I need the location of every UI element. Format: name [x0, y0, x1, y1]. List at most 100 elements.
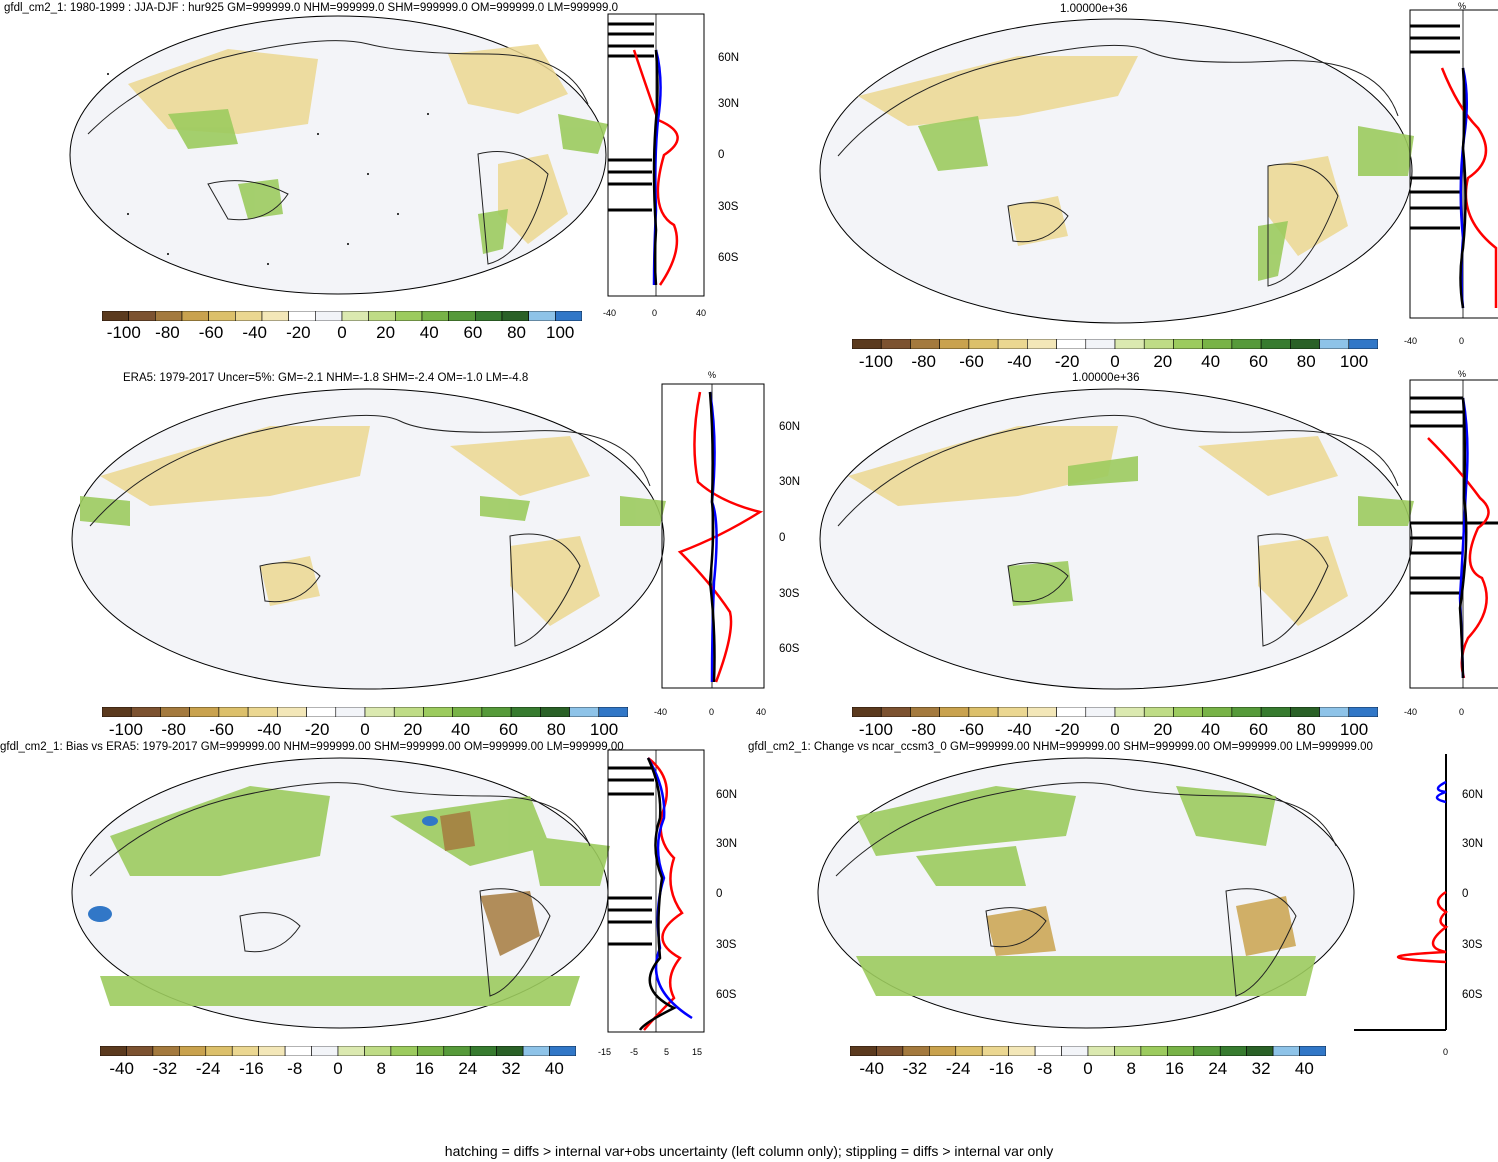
colorbar-swatch: [880, 707, 911, 717]
colorbar-swatch: [1173, 707, 1203, 717]
colorbar-swatch: [448, 311, 476, 321]
lat-tick-label: 0: [718, 149, 725, 161]
colorbar-swatch: [955, 1046, 983, 1056]
colorbar-tick-label: -100: [858, 352, 893, 371]
colorbar-swatch: [1246, 1046, 1274, 1056]
colorbar-swatch: [1087, 1046, 1115, 1056]
colorbar-tick-label: -100: [858, 720, 893, 739]
colorbar-tick-label: -60: [959, 352, 984, 371]
colorbar-swatch: [443, 1046, 471, 1056]
colorbar-bottom-right: [850, 1046, 1326, 1056]
colorbar-swatch: [1085, 707, 1116, 717]
colorbar-tick-label: 20: [376, 323, 396, 342]
colorbar-swatch: [939, 339, 970, 349]
colorbar-tick-label: 60: [1248, 720, 1268, 739]
colorbar-swatch: [968, 339, 999, 349]
zonal-xtick-label: 40: [756, 707, 767, 717]
colorbar-swatch: [981, 1046, 1009, 1056]
colorbar-tick-label: 0: [337, 323, 347, 342]
colorbar-tick-label: -32: [152, 1059, 178, 1078]
colorbar-tick-label: 20: [1153, 720, 1173, 739]
colorbar-swatch: [852, 339, 882, 349]
lat-tick-label: 30S: [779, 588, 800, 600]
colorbar-tick-label: 0: [1110, 720, 1120, 739]
colorbar-swatch: [423, 707, 453, 717]
colorbar-swatch: [1027, 339, 1057, 349]
colorbar-swatch: [1140, 1046, 1168, 1056]
colorbar-tick-label: -40: [859, 1059, 884, 1078]
colorbar-tick-label: 24: [458, 1059, 478, 1078]
colorbar-swatch: [247, 707, 278, 717]
colorbar-swatch: [598, 707, 628, 717]
colorbar-tick-label: -40: [1007, 720, 1032, 739]
zonal-units-label: %: [708, 370, 717, 380]
colorbar-swatch: [102, 707, 132, 717]
colorbar-swatch: [1231, 339, 1262, 349]
colorbar-swatch: [1143, 707, 1174, 717]
colorbar-swatch: [100, 1046, 127, 1056]
colorbar-swatch: [850, 1046, 877, 1056]
lat-tick-label: 30N: [718, 98, 740, 110]
zonal-xtick-label: 0: [652, 308, 658, 318]
colorbar-swatch: [417, 1046, 445, 1056]
colorbar-swatch: [102, 311, 129, 321]
colorbar-tick-label: 16: [1165, 1059, 1184, 1078]
colorbar-swatch: [1272, 1046, 1300, 1056]
colorbar-swatch: [540, 707, 570, 717]
zonal-xtick-label: -40: [1404, 336, 1418, 346]
colorbar-tick-label: 40: [544, 1059, 564, 1078]
zonal-xtick-label: -5: [630, 1047, 639, 1057]
colorbar-swatch: [364, 707, 395, 717]
colorbar-swatch: [1319, 707, 1350, 717]
panel-title-top-right: 1.00000e+36: [1060, 3, 1128, 15]
zonal-xtick-label: -40: [654, 707, 668, 717]
colorbar-tick-label: -24: [195, 1059, 221, 1078]
colorbar-tick-label: 16: [415, 1059, 434, 1078]
colorbar-swatch: [288, 311, 316, 321]
zonal-xtick-label: -40: [603, 308, 617, 318]
colorbar-tick-label: -80: [911, 352, 937, 371]
zonal-mean-plot-top-right: [1409, 9, 1498, 319]
colorbar-tick-label: -80: [161, 720, 187, 739]
colorbar-tick-label: -20: [1054, 720, 1080, 739]
colorbar-tick-label: 80: [1296, 352, 1316, 371]
colorbar-tick-label: -100: [108, 720, 143, 739]
colorbar-swatch: [1114, 339, 1145, 349]
colorbar-swatch: [528, 311, 556, 321]
colorbar-swatch: [306, 707, 337, 717]
colorbar-swatch: [452, 707, 483, 717]
zonal-mean-plot-bottom-right: [1354, 754, 1449, 1031]
colorbar-bottom-left: [100, 1046, 576, 1056]
colorbar-swatch: [218, 707, 249, 717]
zonal-mean-plot-bottom-left: [607, 749, 705, 1033]
lat-tick-label: 60N: [1462, 789, 1484, 801]
world-map-top-right: [819, 18, 1414, 324]
colorbar-swatch: [284, 1046, 312, 1056]
colorbar-swatch: [277, 707, 307, 717]
colorbar-swatch: [997, 339, 1028, 349]
colorbar-tick-label: -20: [1054, 352, 1080, 371]
panel-title-middle-right: 1.00000e+36: [1072, 372, 1140, 384]
panel-title-bottom-left: gfdl_cm2_1: Bias vs ERA5: 1979-2017 GM=9…: [0, 741, 624, 753]
colorbar-tick-label: -8: [1037, 1059, 1053, 1078]
colorbar-tick-label: -100: [106, 323, 141, 342]
colorbar-swatch: [876, 1046, 904, 1056]
lat-tick-label: 60S: [779, 643, 800, 655]
colorbar-tick-label: -80: [911, 720, 937, 739]
colorbar-swatch: [1143, 339, 1174, 349]
colorbar-swatch: [179, 1046, 207, 1056]
colorbar-swatch: [1167, 1046, 1195, 1056]
colorbar-tick-label: 20: [1153, 352, 1173, 371]
colorbar-swatch: [1056, 707, 1087, 717]
colorbar-tick-label: 0: [1083, 1059, 1093, 1078]
zonal-xtick-label: 0: [1459, 336, 1465, 346]
colorbar-tick-label: 20: [403, 720, 423, 739]
colorbar-swatch: [929, 1046, 957, 1056]
colorbar-swatch: [390, 1046, 418, 1056]
colorbar-swatch: [1260, 339, 1291, 349]
colorbar-top-left: [102, 311, 582, 321]
lat-tick-label: 30N: [779, 476, 801, 488]
lat-tick-label: 60N: [716, 789, 738, 801]
colorbar-tick-label: -20: [304, 720, 330, 739]
colorbar-swatch: [364, 1046, 392, 1056]
